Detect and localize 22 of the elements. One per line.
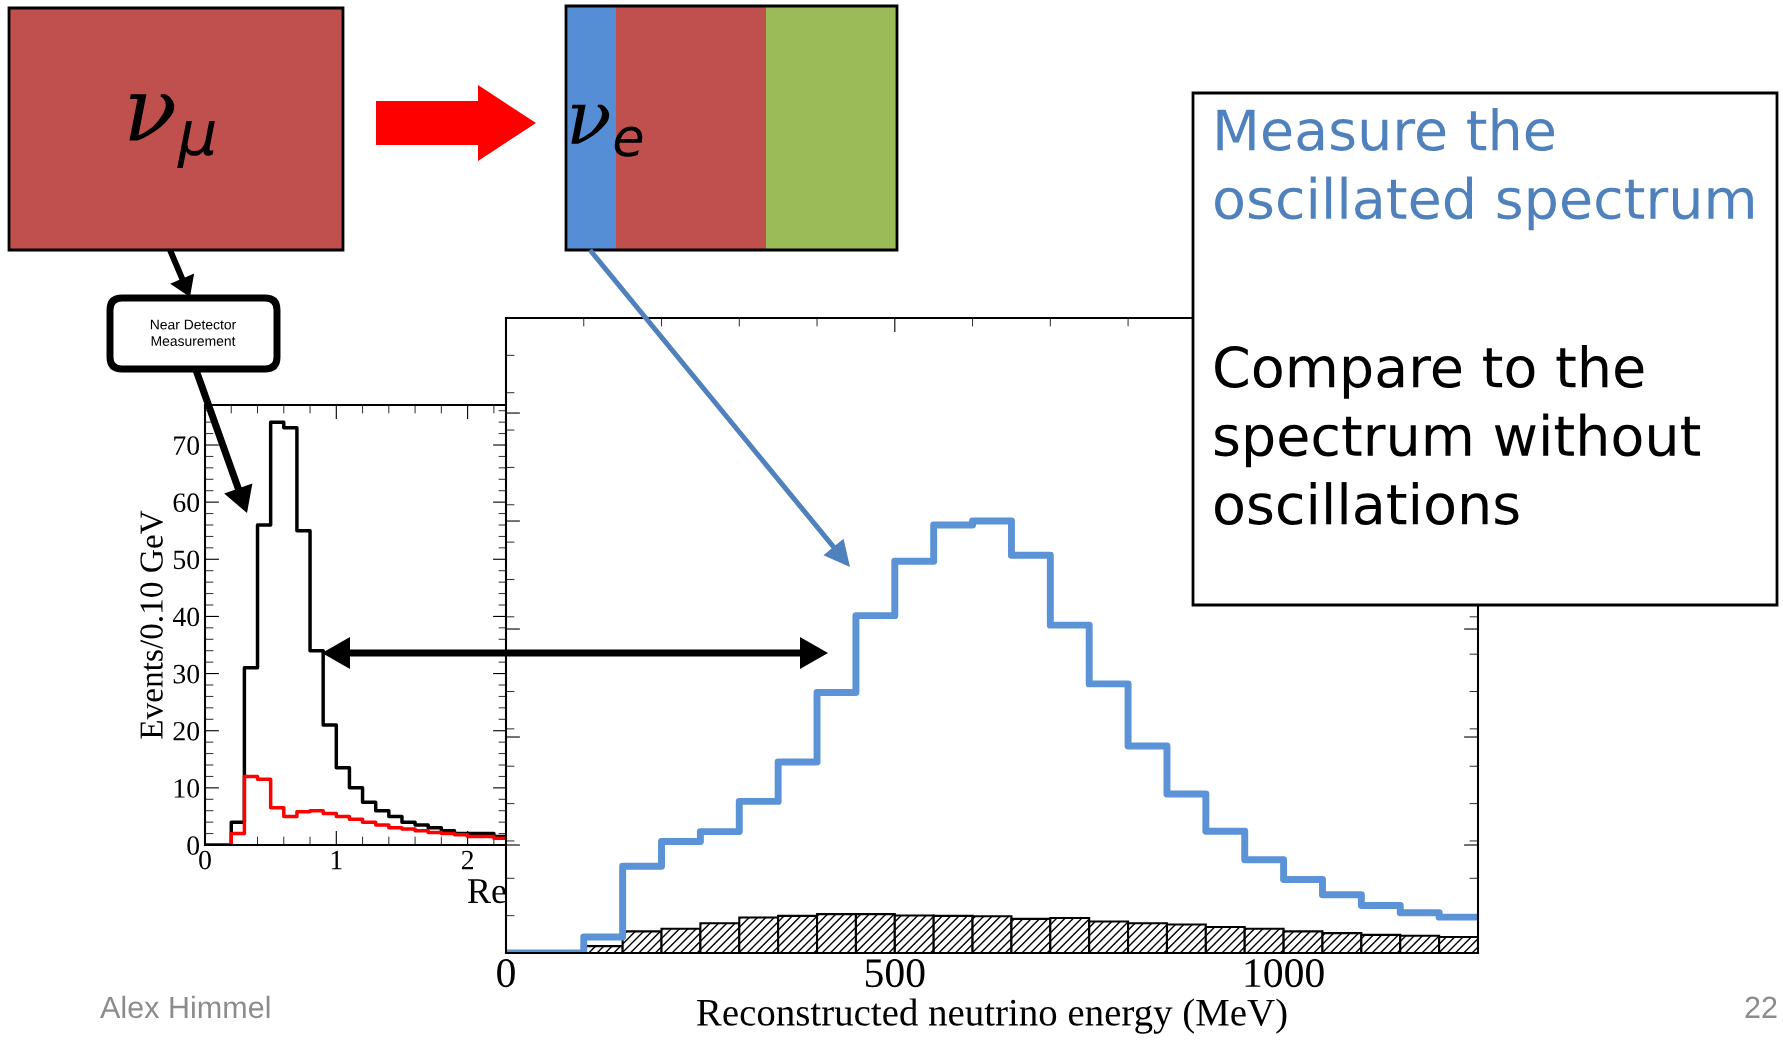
text: Alex Himmel (100, 995, 270, 1019)
x-axis-title: Re (467, 879, 506, 904)
x-tick-label: 1 (331, 850, 342, 870)
x-tick-label: 0 (497, 959, 515, 988)
y-tick-label: 60 (173, 493, 200, 513)
y-tick-label: 70 (174, 436, 200, 455)
text: Measure the oscillated spectrum (1215, 108, 1753, 231)
x-axis-title: Reconstructed neutrino energy (MeV) (697, 998, 1287, 1034)
x-tick-label: 1000 (1245, 959, 1324, 988)
annotation: Compare to the spectrum without oscillations (1215, 345, 1701, 526)
text: ν$_{μ}$ (129, 94, 215, 168)
x-tick-label: 2 (461, 850, 474, 870)
y-tick-label: 0 (187, 836, 200, 855)
y-tick-label: 20 (173, 721, 200, 741)
text: 22 (1745, 996, 1777, 1018)
y-tick-label: 50 (173, 550, 200, 570)
y-tick-label: 40 (172, 607, 200, 627)
text: Near Detector Measurement (150, 319, 236, 346)
y-tick-label: 30 (173, 664, 200, 684)
y-tick-label: 10 (174, 779, 200, 798)
y-axis-title: Events/0.10 GeV (140, 510, 163, 739)
x-tick-label: 500 (865, 959, 925, 988)
